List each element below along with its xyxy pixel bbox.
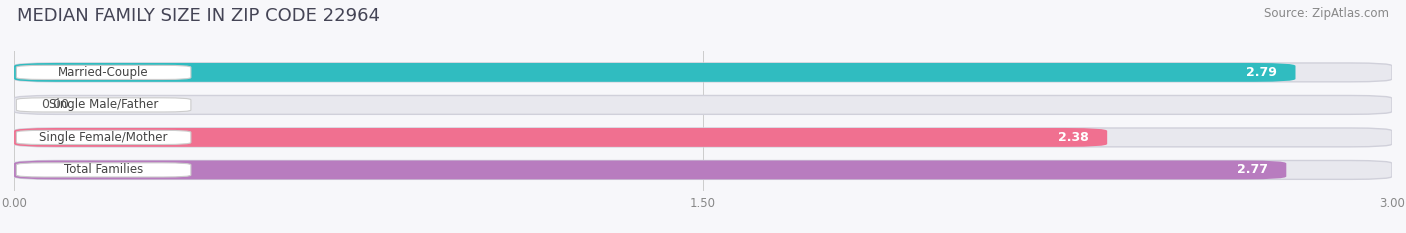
FancyBboxPatch shape — [14, 161, 1286, 179]
Text: 2.38: 2.38 — [1059, 131, 1088, 144]
FancyBboxPatch shape — [17, 98, 191, 112]
Text: Single Male/Father: Single Male/Father — [49, 98, 159, 111]
Text: Married-Couple: Married-Couple — [58, 66, 149, 79]
FancyBboxPatch shape — [14, 161, 1392, 179]
FancyBboxPatch shape — [17, 130, 191, 144]
Text: MEDIAN FAMILY SIZE IN ZIP CODE 22964: MEDIAN FAMILY SIZE IN ZIP CODE 22964 — [17, 7, 380, 25]
FancyBboxPatch shape — [14, 96, 1392, 114]
FancyBboxPatch shape — [17, 65, 191, 79]
Text: 0.00: 0.00 — [42, 98, 70, 111]
Text: Source: ZipAtlas.com: Source: ZipAtlas.com — [1264, 7, 1389, 20]
Text: Total Families: Total Families — [65, 163, 143, 176]
Text: 2.79: 2.79 — [1246, 66, 1277, 79]
FancyBboxPatch shape — [17, 163, 191, 177]
FancyBboxPatch shape — [14, 63, 1392, 82]
FancyBboxPatch shape — [14, 128, 1392, 147]
Text: 2.77: 2.77 — [1237, 163, 1268, 176]
Text: Single Female/Mother: Single Female/Mother — [39, 131, 167, 144]
FancyBboxPatch shape — [14, 63, 1295, 82]
FancyBboxPatch shape — [14, 128, 1107, 147]
